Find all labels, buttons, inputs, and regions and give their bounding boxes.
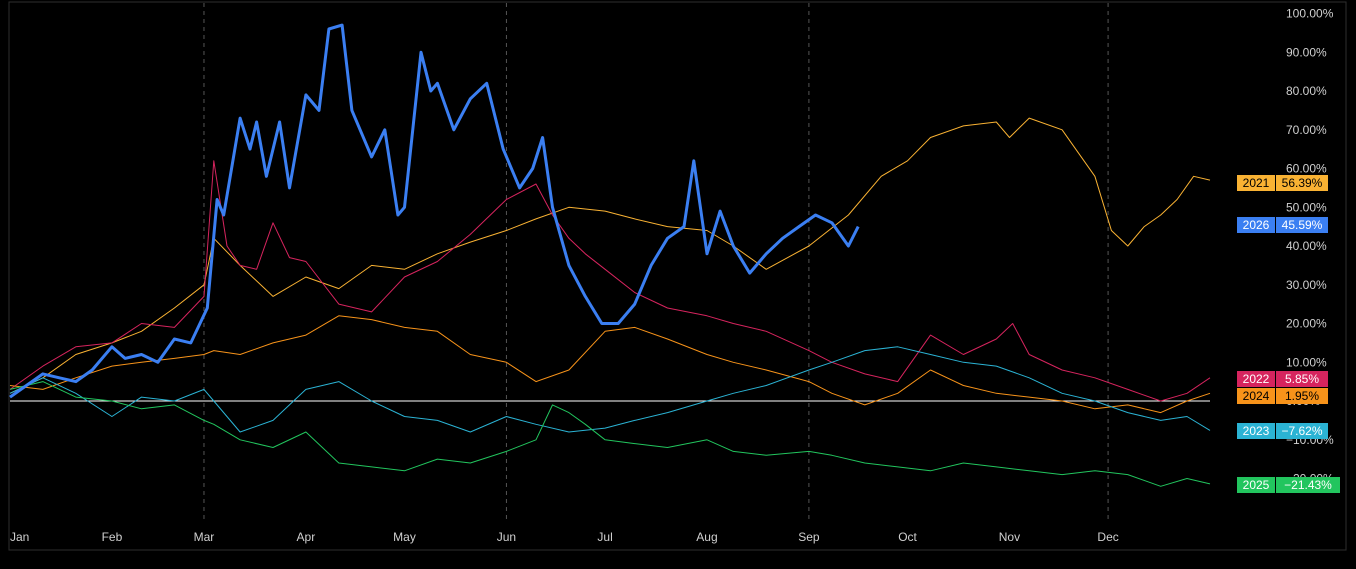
badge-2022: 2022 5.85% [1237,371,1328,387]
x-tick-label: Aug [696,530,717,544]
y-tick-label: 100.00% [1286,7,1334,21]
y-tick-label: 20.00% [1286,317,1327,331]
y-tick-label: 80.00% [1286,84,1327,98]
y-tick-label: 40.00% [1286,239,1327,253]
series-line-2023 [9,346,1211,433]
x-tick-label: Dec [1097,530,1118,544]
series-line-2025 [9,381,1211,487]
x-tick-label: Jan [10,530,29,544]
x-tick-label: Oct [898,530,917,544]
badge-year-label: 2024 [1243,389,1270,403]
x-tick-label: Jun [497,530,516,544]
series-line-2022 [9,160,1211,402]
y-tick-label: 70.00% [1286,123,1327,137]
x-tick-label: Apr [297,530,316,544]
badge-value-bg [1276,217,1328,233]
y-tick-label: 30.00% [1286,278,1327,292]
x-axis: Jan Feb Mar Apr May Jun Jul Aug Sep Oct Nov Dec [10,530,1119,544]
badge-value-bg [1276,371,1328,387]
badge-value-label: 56.39% [1282,176,1323,190]
badge-value-label: −21.43% [1284,478,1332,492]
badge-value-bg [1276,388,1328,404]
badge-value-label: 5.85% [1285,372,1319,386]
series-line-2026 [9,23,860,399]
badge-year-bg [1237,217,1275,233]
series-layer [9,23,1211,487]
badge-2026: 2026 45.59% [1237,217,1328,233]
badge-value-label: 45.59% [1282,218,1323,232]
badge-2024: 2024 1.95% [1237,388,1328,404]
badge-value-bg [1276,423,1328,439]
badge-value-label: −7.62% [1281,424,1322,438]
badge-year-label: 2026 [1243,218,1270,232]
badge-year-label: 2021 [1243,176,1270,190]
x-tick-label: Jul [597,530,612,544]
y-tick-label: 90.00% [1286,45,1327,59]
badge-year-label: 2023 [1243,424,1270,438]
y-tick-label: 10.00% [1286,355,1327,369]
x-tick-label: Mar [194,530,215,544]
badge-2021: 2021 56.39% [1237,175,1328,191]
badge-value-bg [1276,477,1340,493]
plot-frame [8,1,1347,551]
x-tick-label: Feb [102,530,123,544]
badge-year-bg [1237,175,1275,191]
y-axis: 100.00% 90.00% 80.00% 70.00% 60.00% 50.00% 40.… [1286,7,1334,486]
legend-badges: 2021 56.39%2026 45.59%2022 5.85%2024 1.95%20… [1237,175,1340,493]
badge-2025: 2025 −21.43% [1237,477,1340,493]
badge-year-bg [1237,477,1275,493]
x-tick-label: Sep [798,530,820,544]
x-tick-label: Nov [999,530,1020,544]
badge-value-label: 1.95% [1285,389,1319,403]
x-tick-label: May [393,530,416,544]
y-tick-label: 60.00% [1286,162,1327,176]
badge-year-bg [1237,388,1275,404]
badge-year-label: 2022 [1243,372,1270,386]
series-line-2024 [9,315,1211,414]
badge-year-bg [1237,423,1275,439]
grid-layer [203,3,1109,520]
badge-2023: 2023 −7.62% [1237,423,1328,439]
y-tick-label: 50.00% [1286,200,1327,214]
badge-year-bg [1237,371,1275,387]
badge-value-bg [1276,175,1328,191]
badge-year-label: 2025 [1243,478,1270,492]
